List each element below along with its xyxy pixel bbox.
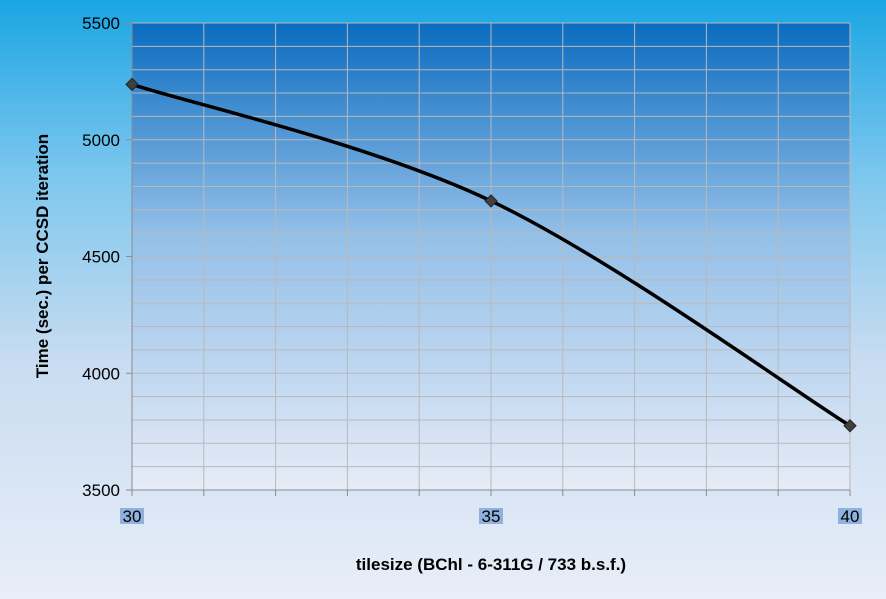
x-tick-highlight bbox=[838, 508, 862, 524]
x-tick-labels: 30 35 40 bbox=[120, 507, 862, 526]
y-tick-label: 5500 bbox=[82, 14, 120, 33]
series-group bbox=[125, 77, 857, 433]
x-tick-highlight bbox=[479, 508, 503, 524]
y-tick-label: 4000 bbox=[82, 364, 120, 383]
x-tick-highlight bbox=[120, 508, 144, 524]
grid-lines bbox=[131, 22, 851, 491]
x-tick-label: 35 bbox=[482, 507, 501, 526]
x-axis-title: tilesize (BChl - 6-311G / 733 b.s.f.) bbox=[356, 555, 626, 574]
y-tick-label: 3500 bbox=[82, 481, 120, 500]
x-tick-label: 40 bbox=[841, 507, 860, 526]
y-tick-label: 4500 bbox=[82, 248, 120, 267]
data-point bbox=[843, 419, 857, 433]
y-tick-labels: 5500 5000 4500 4000 3500 bbox=[82, 14, 120, 500]
x-tick-label: 30 bbox=[123, 507, 142, 526]
y-tick-label: 5000 bbox=[82, 131, 120, 150]
axes bbox=[126, 22, 851, 496]
data-point bbox=[484, 194, 498, 208]
data-point bbox=[125, 77, 139, 92]
y-axis-title: Time (sec.) per CCSD iteration bbox=[33, 134, 52, 378]
